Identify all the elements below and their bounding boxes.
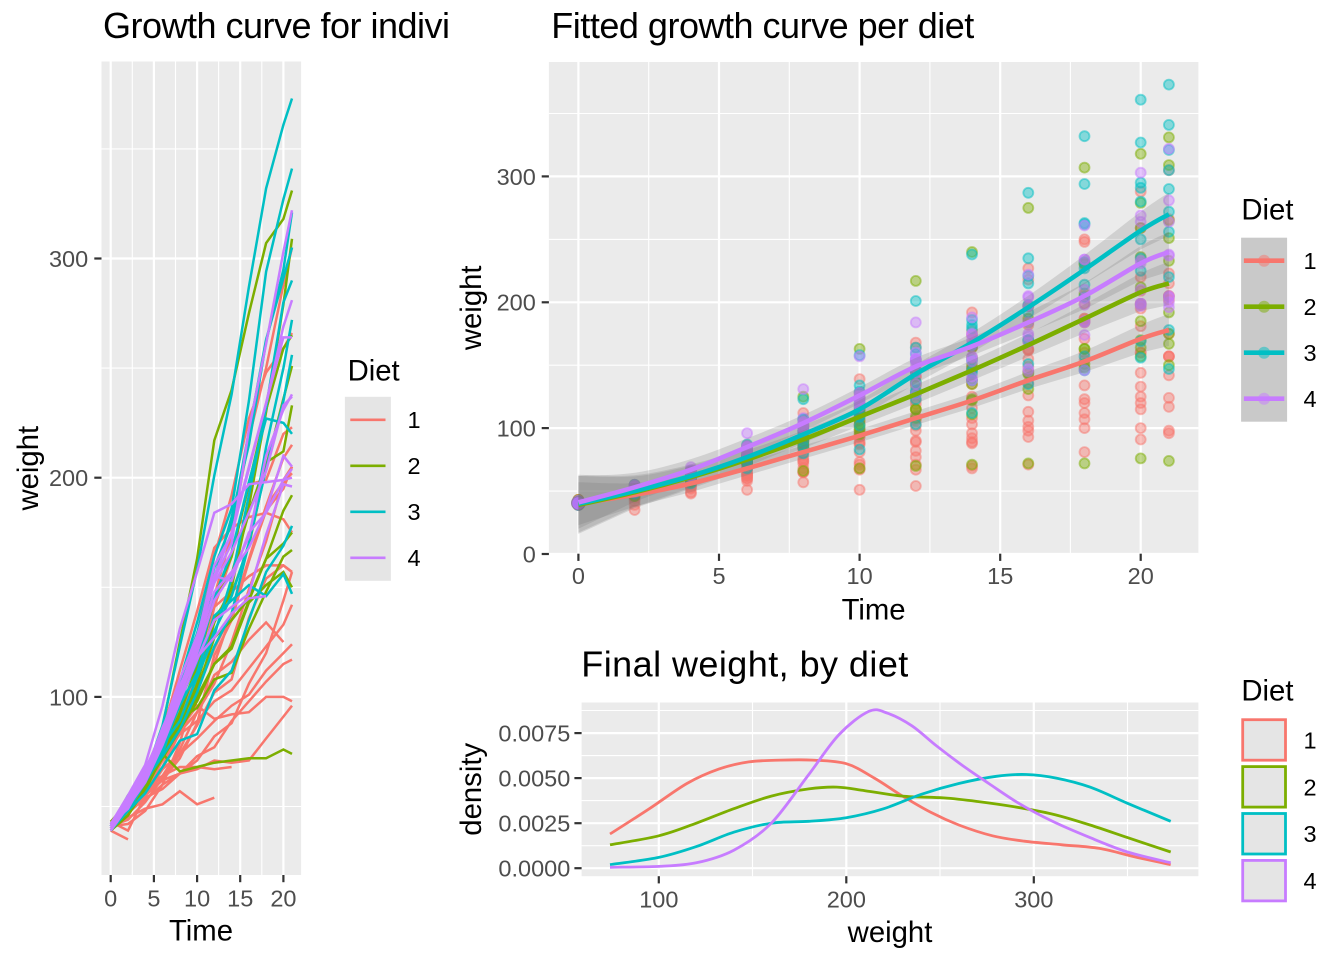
svg-text:200: 200 bbox=[827, 887, 866, 913]
svg-text:300: 300 bbox=[49, 246, 88, 272]
svg-text:1: 1 bbox=[1304, 248, 1317, 274]
svg-text:Final weight, by diet: Final weight, by diet bbox=[581, 644, 908, 685]
svg-text:density: density bbox=[455, 743, 488, 836]
svg-text:4: 4 bbox=[1304, 868, 1317, 894]
svg-text:Time: Time bbox=[169, 915, 233, 948]
svg-text:0: 0 bbox=[104, 885, 117, 911]
svg-text:5: 5 bbox=[147, 885, 160, 911]
svg-text:2: 2 bbox=[1304, 774, 1317, 800]
svg-text:2: 2 bbox=[1304, 294, 1317, 320]
svg-text:100: 100 bbox=[49, 684, 88, 710]
svg-text:15: 15 bbox=[227, 885, 253, 911]
svg-text:0.0025: 0.0025 bbox=[498, 811, 570, 837]
svg-text:weight: weight bbox=[12, 426, 45, 512]
svg-text:Diet: Diet bbox=[348, 355, 400, 388]
svg-text:3: 3 bbox=[1304, 821, 1317, 847]
svg-text:0: 0 bbox=[523, 541, 536, 567]
svg-text:5: 5 bbox=[712, 563, 725, 589]
svg-text:1: 1 bbox=[1304, 727, 1317, 753]
svg-text:15: 15 bbox=[987, 563, 1013, 589]
svg-text:100: 100 bbox=[497, 416, 536, 442]
svg-text:10: 10 bbox=[184, 885, 210, 911]
svg-text:0.0000: 0.0000 bbox=[498, 856, 570, 882]
svg-text:3: 3 bbox=[1304, 340, 1317, 366]
svg-text:Diet: Diet bbox=[1241, 675, 1293, 708]
svg-text:Time: Time bbox=[842, 594, 906, 627]
svg-text:Growth curve for indivi: Growth curve for indivi bbox=[103, 5, 450, 46]
svg-text:weight: weight bbox=[455, 265, 488, 351]
svg-text:0.0050: 0.0050 bbox=[498, 766, 570, 792]
svg-text:300: 300 bbox=[1014, 887, 1053, 913]
svg-text:10: 10 bbox=[847, 563, 873, 589]
svg-text:0.0075: 0.0075 bbox=[498, 721, 570, 747]
svg-text:100: 100 bbox=[639, 887, 678, 913]
svg-text:300: 300 bbox=[497, 164, 536, 190]
svg-text:4: 4 bbox=[1304, 386, 1317, 412]
svg-text:200: 200 bbox=[49, 465, 88, 491]
svg-text:200: 200 bbox=[497, 290, 536, 316]
svg-text:0: 0 bbox=[572, 563, 585, 589]
svg-text:20: 20 bbox=[270, 885, 296, 911]
svg-text:1: 1 bbox=[408, 407, 421, 433]
svg-text:Diet: Diet bbox=[1241, 193, 1293, 226]
svg-text:20: 20 bbox=[1128, 563, 1154, 589]
svg-text:Fitted growth curve per diet: Fitted growth curve per diet bbox=[551, 5, 974, 46]
svg-text:3: 3 bbox=[408, 499, 421, 525]
svg-text:4: 4 bbox=[408, 545, 421, 571]
svg-text:weight: weight bbox=[847, 916, 933, 949]
svg-text:2: 2 bbox=[408, 453, 421, 479]
